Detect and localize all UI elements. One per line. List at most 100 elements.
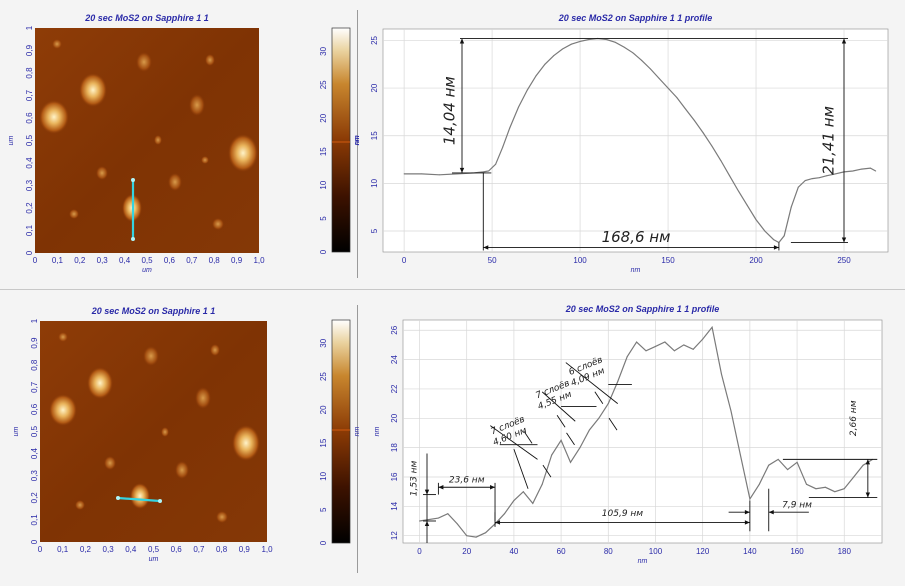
y-tick-label: 26 — [390, 325, 399, 334]
layer-step-tick — [542, 464, 552, 478]
profile-point — [815, 488, 817, 490]
y-tick-label: 20 — [390, 413, 399, 422]
profile-point — [598, 417, 600, 419]
x-tick-label: 20 — [462, 547, 471, 556]
profile-point — [667, 87, 669, 89]
profile-point — [805, 483, 807, 485]
profile-point — [419, 520, 421, 522]
profile-point — [818, 177, 820, 179]
arrowhead — [424, 489, 430, 495]
x-tick-label: 180 — [838, 547, 852, 556]
afm-grains-top — [39, 39, 258, 230]
layer-step-tick — [556, 414, 566, 428]
profile-point — [485, 532, 487, 534]
profile-point — [551, 454, 553, 456]
arrowhead — [841, 237, 847, 243]
profile-point — [768, 464, 770, 466]
profile-point — [579, 40, 581, 42]
afm-y-tick-label: 0,7 — [25, 89, 34, 101]
afm-x-unit: um — [149, 556, 159, 563]
afm-axes-bottom: 20 sec MoS2 on Sapphire 1 1 0 0,1 0,2 0,3 0,4… — [13, 306, 273, 563]
profile-chart-top: 0 50 100 150 200 250 5 10 15 20 25 20 sec MoS2 on S… — [354, 13, 889, 274]
profile-point — [522, 491, 524, 493]
w1-label: 23,6 нм — [449, 475, 485, 485]
afm-image-top[interactable] — [35, 28, 259, 253]
afm-x-tick-label: 0,2 — [80, 545, 92, 554]
y-tick-label: 16 — [390, 472, 399, 481]
width-label: 168,6 нм — [602, 228, 671, 246]
afm-x-tick-label: 0,5 — [148, 545, 160, 554]
profile-point — [517, 106, 519, 108]
x-tick-label: 100 — [649, 547, 663, 556]
afm-y-tick-label: 0,6 — [25, 112, 34, 124]
layer-step-tick — [608, 417, 618, 431]
profile-point — [749, 498, 751, 500]
layers-dimension-1 — [490, 425, 538, 460]
profile-point — [824, 486, 826, 488]
afm-image-bottom[interactable] — [40, 321, 267, 542]
profile-point — [509, 127, 511, 129]
profile-point — [437, 517, 439, 519]
right-step-label: 2,66 нм — [849, 400, 859, 436]
afm-y-tick-label: 0,7 — [30, 381, 39, 393]
profile-point — [636, 341, 638, 343]
x-tick-label: 60 — [557, 547, 566, 556]
arrowhead — [424, 520, 430, 526]
colorbar-unit: nm — [354, 135, 361, 145]
profile-point — [739, 454, 741, 456]
x-axis-label: nm — [638, 558, 648, 565]
profile-point — [834, 173, 836, 175]
afm-y-tick-label: 0,6 — [30, 403, 39, 415]
afm-profile-line-top[interactable] — [131, 178, 135, 241]
x-tick-label: 120 — [696, 547, 710, 556]
afm-x-tick-label: 0,4 — [119, 256, 131, 265]
profile-point — [456, 523, 458, 525]
arrowhead — [744, 509, 750, 515]
left-height-label: 14,04 нм — [441, 76, 459, 145]
profile-point — [503, 513, 505, 515]
profile-line — [419, 325, 873, 538]
arrowhead — [744, 520, 750, 525]
layers-dimension-3 — [565, 362, 619, 404]
profile-point — [702, 338, 704, 340]
arrowhead — [841, 38, 847, 44]
y-tick-label: 24 — [390, 355, 399, 364]
x-tick-label: 40 — [509, 547, 518, 556]
colorbar-axes-bottom: 0 5 10 15 20 25 30 nm — [319, 338, 361, 545]
profile-point — [605, 38, 607, 40]
profile-point — [683, 344, 685, 346]
profile-point — [649, 68, 651, 70]
profile-point — [623, 46, 625, 48]
x-tick-label: 150 — [661, 256, 675, 265]
profile-point — [588, 429, 590, 431]
afm-y-tick-label: 0,8 — [25, 67, 34, 79]
profile-title: 20 sec MoS2 on Sapphire 1 1 profile — [565, 304, 720, 314]
w3-label: 7,9 нм — [782, 500, 812, 510]
afm-y-tick-label: 0,1 — [25, 224, 34, 236]
profile-chart-bottom: 0 20 40 60 80 100 120 140 160 180 12 14 16 18 20 22 24 26… — [374, 304, 883, 565]
profile-point — [729, 175, 731, 177]
profile-point — [755, 219, 757, 221]
profile-point — [560, 439, 562, 441]
profile-point — [502, 146, 504, 148]
profile-point — [641, 59, 643, 61]
afm-x-tick-label: 0,9 — [231, 256, 243, 265]
profile-point — [532, 502, 534, 504]
afm-y-tick-label: 0,4 — [30, 447, 39, 459]
y-axis-label: nm — [354, 135, 361, 145]
x-tick-label: 250 — [837, 256, 851, 265]
profile-point — [720, 160, 722, 162]
profile-point — [702, 132, 704, 134]
afm-profile-line-bottom[interactable] — [116, 496, 162, 503]
x-tick-label: 80 — [604, 547, 613, 556]
arrowhead — [490, 485, 496, 490]
y-tick-label: 14 — [390, 501, 399, 510]
profile-point — [787, 469, 789, 471]
profile-point — [758, 483, 760, 485]
afm-y-tick-label: 0,1 — [30, 514, 39, 526]
x-tick-label: 200 — [749, 256, 763, 265]
afm-x-tick-label: 0,3 — [103, 545, 115, 554]
profile-point — [862, 464, 864, 466]
afm-title: 20 sec MoS2 on Sapphire 1 1 — [91, 306, 216, 316]
panel-divider-vertical-top — [357, 10, 358, 278]
